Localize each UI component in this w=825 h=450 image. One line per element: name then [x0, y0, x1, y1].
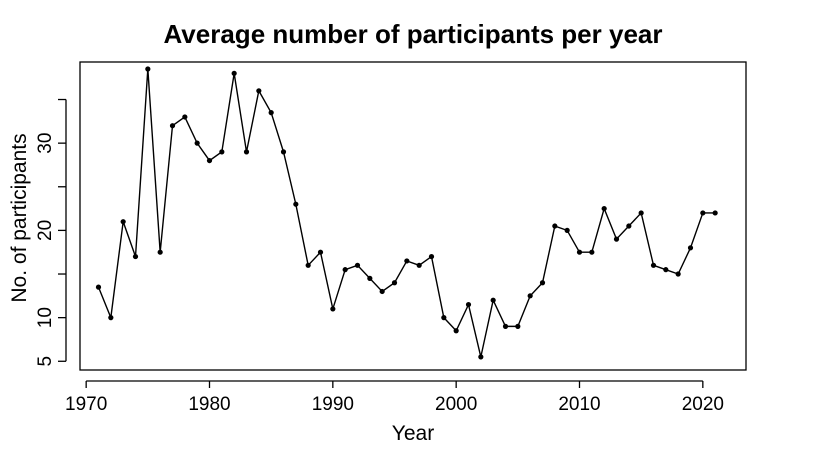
- data-point: [342, 267, 348, 273]
- data-point: [589, 249, 595, 255]
- data-point: [564, 227, 570, 233]
- data-point: [169, 123, 176, 129]
- data-point: [293, 201, 299, 207]
- data-point: [317, 249, 324, 255]
- data-point: [490, 297, 496, 303]
- data-point: [219, 149, 225, 155]
- x-axis-label: Year: [392, 422, 434, 445]
- data-point: [527, 293, 533, 299]
- x-tick-label: 2000: [435, 394, 477, 415]
- data-point: [391, 280, 398, 286]
- x-tick-label: 2020: [682, 394, 724, 415]
- data-point: [231, 70, 237, 76]
- data-points: [95, 66, 718, 360]
- data-point: [145, 66, 151, 72]
- data-point: [120, 219, 126, 225]
- y-axis-label: No. of participants: [8, 133, 31, 302]
- data-point: [712, 210, 718, 216]
- data-point: [108, 315, 114, 321]
- data-point: [157, 249, 163, 255]
- y-tick-label: 5: [35, 356, 56, 367]
- x-axis: 1970 1980 1990 2000 2010 2020: [65, 380, 724, 415]
- y-tick-label: 20: [35, 220, 56, 241]
- data-point: [650, 262, 657, 268]
- data-point: [206, 157, 213, 164]
- data-point: [367, 275, 373, 281]
- data-point: [675, 271, 681, 277]
- x-tick-label: 1990: [312, 394, 354, 415]
- data-point: [613, 236, 620, 242]
- x-tick-label: 1980: [188, 394, 230, 415]
- data-point: [478, 354, 484, 360]
- data-point: [132, 253, 139, 260]
- data-point: [95, 284, 102, 290]
- data-point: [539, 280, 546, 286]
- x-tick-label: 1970: [65, 394, 107, 415]
- data-point: [268, 110, 274, 116]
- data-point: [465, 301, 472, 308]
- data-point: [330, 306, 336, 312]
- data-point: [453, 328, 459, 334]
- data-point: [515, 323, 521, 329]
- data-point: [404, 258, 410, 264]
- data-point: [552, 223, 558, 229]
- data-point: [256, 88, 262, 94]
- data-point: [305, 262, 311, 268]
- data-point: [576, 249, 583, 255]
- data-point: [243, 149, 250, 155]
- series-line: [97, 68, 716, 358]
- data-point: [194, 140, 200, 146]
- data-point: [687, 245, 694, 251]
- data-point: [416, 262, 422, 268]
- data-point: [700, 210, 706, 216]
- data-point: [182, 114, 188, 120]
- data-point: [354, 262, 361, 268]
- data-point: [502, 323, 509, 329]
- data-point: [280, 149, 287, 155]
- plot-frame: [79, 61, 747, 371]
- chart-title: Average number of participants per year: [164, 19, 663, 49]
- x-tick-label: 2010: [558, 394, 600, 415]
- data-point: [626, 223, 632, 229]
- data-point: [379, 288, 385, 295]
- y-tick-label: 10: [35, 307, 56, 328]
- data-point: [601, 205, 607, 212]
- data-point: [428, 253, 435, 260]
- y-axis: 5 10 20 30: [35, 98, 67, 367]
- data-point: [638, 210, 644, 216]
- data-point: [441, 315, 447, 321]
- y-tick-label: 30: [35, 133, 56, 154]
- data-point: [663, 267, 669, 273]
